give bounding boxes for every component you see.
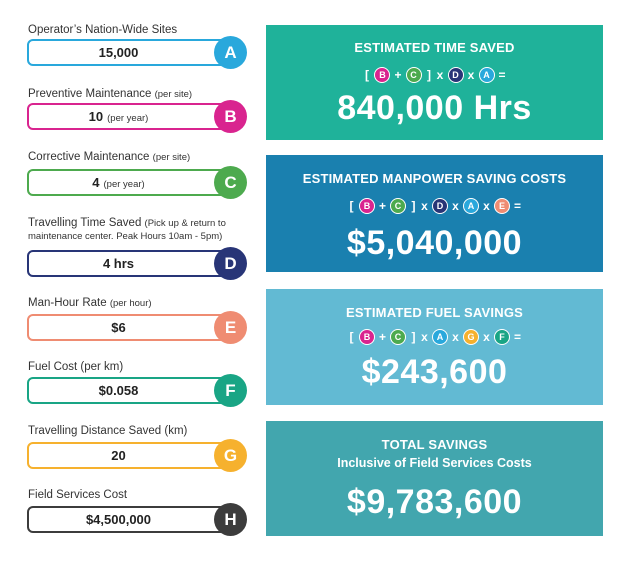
card-total: TOTAL SAVINGS Inclusive of Field Service… [266, 421, 603, 536]
formula-operator: x [421, 199, 428, 213]
formula-badge-c: C [405, 67, 422, 83]
formula-operator: x [452, 199, 459, 213]
label-distance: Travelling Distance Saved (km) [28, 425, 188, 437]
label-man-hour: Man-Hour Rate (per hour) [28, 297, 152, 309]
badge-f: F [214, 374, 247, 407]
formula-operator: + [378, 330, 386, 344]
formula-badge-b: B [358, 329, 375, 345]
formula-operator: = [498, 68, 506, 82]
formula-badge-a: A [463, 198, 479, 214]
field-distance[interactable]: 20 [27, 442, 232, 469]
formula-badge-b: B [374, 67, 391, 83]
field-preventive[interactable]: 10 (per year) [27, 103, 232, 130]
input-panel: Operator’s Nation-Wide Sites 15,000 A Pr… [0, 0, 260, 563]
formula-operator: + [378, 199, 386, 213]
badge-c: C [214, 166, 247, 199]
formula-operator: x [436, 68, 444, 82]
formula-operator: [ [349, 199, 354, 213]
label-fuel-cost: Fuel Cost (per km) [28, 361, 124, 373]
card-time-title: ESTIMATED TIME SAVED [354, 40, 515, 55]
card-total-subtitle: Inclusive of Field Services Costs [337, 456, 532, 470]
formula-operator: ] [411, 199, 416, 213]
formula-operator: [ [364, 68, 369, 82]
card-total-title: TOTAL SAVINGS [381, 437, 488, 452]
formula-badge-e: E [494, 198, 510, 214]
badge-e: E [214, 311, 247, 344]
value-sites: 15,000 [98, 45, 139, 60]
formula-badge-g: G [463, 329, 479, 345]
field-fuel-cost[interactable]: $0.058 [27, 377, 232, 404]
value-man-hour: $6 [111, 320, 126, 335]
badge-g: G [214, 439, 247, 472]
label-sites: Operator’s Nation-Wide Sites [28, 24, 178, 36]
formula-badge-f: F [494, 329, 510, 345]
formula-operator: x [421, 330, 428, 344]
formula-operator: ] [427, 68, 431, 82]
formula-badge-c: C [390, 329, 406, 345]
badge-d: D [214, 247, 247, 280]
formula-badge-d: D [447, 67, 464, 83]
badge-h: H [214, 503, 247, 536]
formula-badge-b: B [358, 198, 375, 214]
label-travel-time: Travelling Time Saved (Pick up & return … [28, 217, 226, 242]
formula-badge-a: A [432, 329, 448, 345]
field-corrective[interactable]: 4 (per year) [27, 169, 232, 196]
formula-badge-a: A [478, 67, 495, 83]
card-fuel-amount: $243,600 [361, 353, 508, 391]
field-man-hour[interactable]: $6 [27, 314, 232, 341]
formula-badge-d: D [432, 198, 448, 214]
value-fuel-cost: $0.058 [98, 383, 139, 398]
card-manpower-amount: $5,040,000 [346, 224, 523, 262]
card-total-amount: $9,783,600 [346, 483, 523, 521]
field-sites[interactable]: 15,000 [27, 39, 232, 66]
field-travel-time[interactable]: 4 hrs [27, 250, 232, 277]
field-field-services[interactable]: $4,500,000 [27, 506, 232, 533]
formula-badge-c: C [390, 198, 406, 214]
formula-operator: x [467, 68, 475, 82]
value-field-services: $4,500,000 [85, 512, 152, 527]
card-time-amount: 840,000 Hrs [337, 89, 532, 127]
card-fuel-title: ESTIMATED FUEL SAVINGS [345, 305, 524, 320]
label-corrective: Corrective Maintenance (per site) [28, 151, 191, 163]
badge-a: A [214, 36, 247, 69]
value-distance: 20 [111, 448, 126, 463]
label-preventive: Preventive Maintenance (per site) [28, 88, 193, 100]
formula-operator: + [394, 68, 402, 82]
value-travel-time: 4 hrs [102, 256, 135, 271]
formula-operator: x [483, 330, 490, 344]
formula-operator: = [514, 199, 522, 213]
formula-operator: x [483, 199, 490, 213]
formula-operator: x [452, 330, 459, 344]
formula-operator: = [514, 330, 522, 344]
label-field-services: Field Services Cost [28, 489, 128, 501]
formula-operator: ] [411, 330, 416, 344]
formula-operator: [ [349, 330, 354, 344]
badge-b: B [214, 100, 247, 133]
value-corrective: 4 (per year) [92, 175, 145, 190]
value-preventive: 10 (per year) [88, 109, 149, 124]
card-manpower-title: ESTIMATED MANPOWER SAVING COSTS [302, 171, 567, 186]
